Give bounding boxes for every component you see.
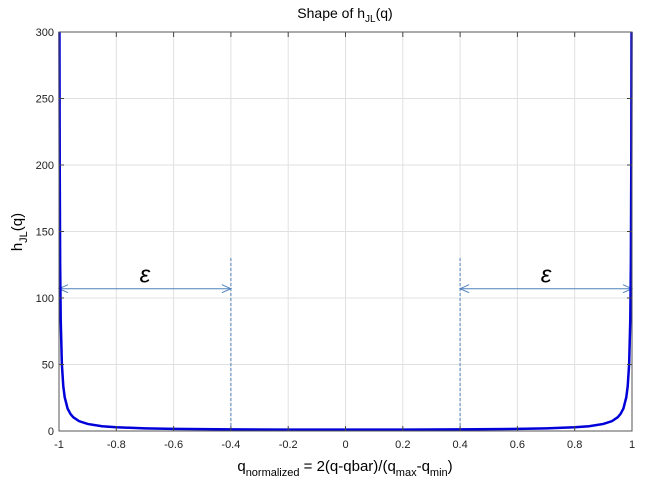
x-tick-label: -0.4	[221, 439, 240, 451]
x-tick-label: 1	[629, 439, 635, 451]
x-tick-label: 0.4	[452, 439, 467, 451]
arrowhead	[221, 284, 233, 294]
x-tick-label: 0.6	[510, 439, 525, 451]
arrowhead	[458, 284, 470, 294]
x-tick-label: -0.8	[107, 439, 126, 451]
x-tick-label: 0	[342, 439, 348, 451]
y-tick-label: 200	[36, 160, 54, 172]
y-tick-label: 150	[36, 227, 54, 239]
y-tick-label: 250	[36, 94, 54, 106]
x-tick-label: -0.2	[279, 439, 298, 451]
chart-title: Shape of hJL(q)	[297, 5, 392, 25]
x-tick-label: 0.8	[567, 439, 582, 451]
y-tick-label: 300	[36, 27, 54, 39]
y-axis-label: hJL(q)	[9, 213, 30, 251]
epsilon-label: ε	[140, 262, 151, 289]
y-tick-label: 100	[36, 293, 54, 305]
y-tick-label: 50	[42, 360, 54, 372]
y-tick-label: 0	[48, 426, 54, 438]
x-tick-label: 0.2	[395, 439, 410, 451]
plot-frame	[58, 31, 633, 432]
epsilon-label: ε	[541, 262, 552, 289]
x-tick-label: -1	[54, 439, 64, 451]
x-tick-label: -0.6	[164, 439, 183, 451]
x-axis-label: qnormalized = 2(q-qbar)/(qmax-qmin)	[237, 458, 452, 479]
